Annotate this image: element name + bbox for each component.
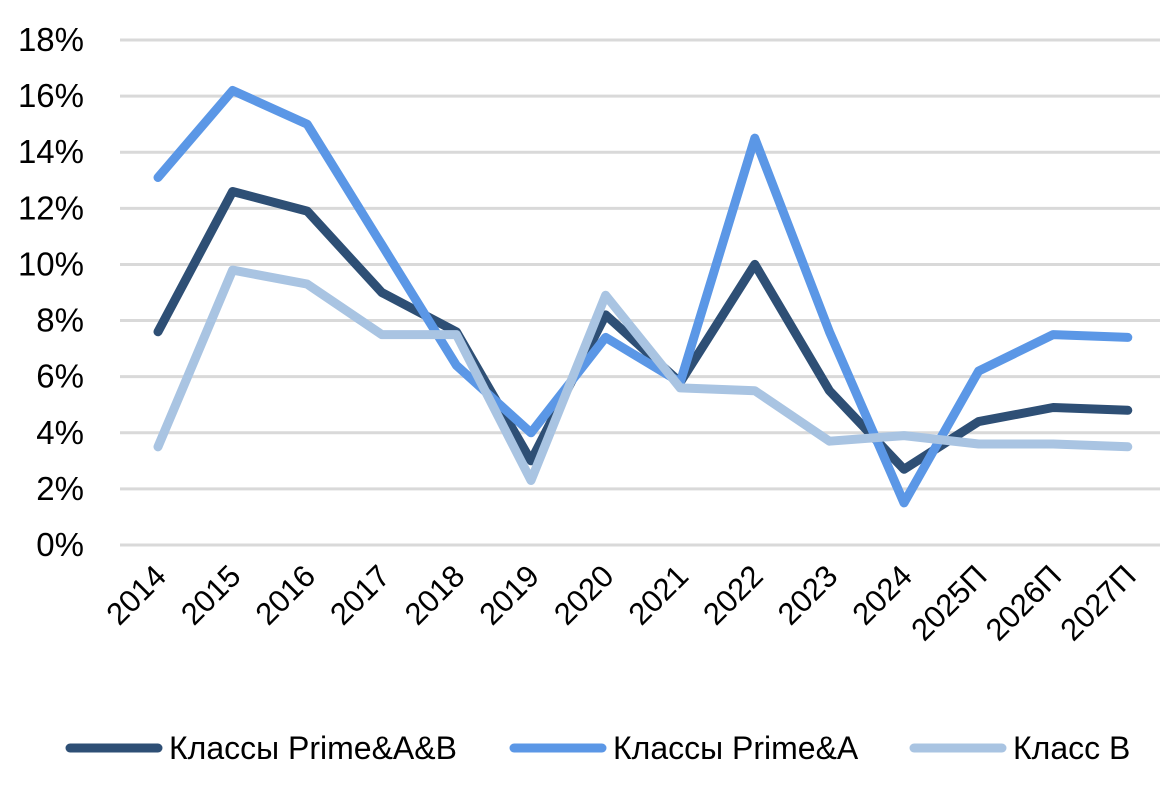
x-tick-label: 2022 [696,558,770,632]
legend-item: Класс B [909,730,1130,766]
x-tick-label: 2014 [99,558,173,632]
x-tick-label: 2025П [904,558,993,647]
x-tick-label: 2015 [174,558,248,632]
legend-label: Классы Prime&A&B [169,730,457,766]
legend-label: Класс B [1013,730,1130,766]
y-tick-label: 14% [18,133,84,170]
y-axis-ticks: 0% 2% 4% 6% 8% 10% 12% 14% 16% 18% [18,21,84,563]
x-tick-label: 2020 [547,558,621,632]
x-tick-label: 2016 [249,558,323,632]
y-tick-label: 18% [18,21,84,58]
legend-item: Классы Prime&A [509,730,859,766]
series-line-2 [153,86,1133,508]
y-tick-label: 6% [36,358,84,395]
x-axis-ticks: 2014 2015 2016 2017 2018 2019 2020 2021 2022 2023… [99,558,1142,647]
series-lines [153,86,1133,508]
legend: Классы Prime&A&B Классы Prime&A Класс B [65,730,1130,766]
x-tick-label: 2018 [398,558,472,632]
legend-label: Классы Prime&A [613,730,859,766]
series-line-3 [153,265,1133,485]
legend-item: Классы Prime&A&B [65,730,457,766]
x-tick-label: 2027П [1053,558,1142,647]
x-tick-label: 2017 [323,558,397,632]
x-tick-label: 2026П [979,558,1068,647]
y-tick-label: 8% [36,302,84,339]
x-tick-label: 2019 [472,558,546,632]
y-tick-label: 2% [36,470,84,507]
y-tick-label: 10% [18,245,84,282]
gridlines [120,38,1160,547]
y-tick-label: 0% [36,526,84,563]
series-line-1 [153,187,1133,474]
x-tick-label: 2021 [622,558,696,632]
y-tick-label: 16% [18,77,84,114]
y-tick-label: 4% [36,414,84,451]
x-tick-label: 2023 [771,558,845,632]
y-tick-label: 12% [18,189,84,226]
